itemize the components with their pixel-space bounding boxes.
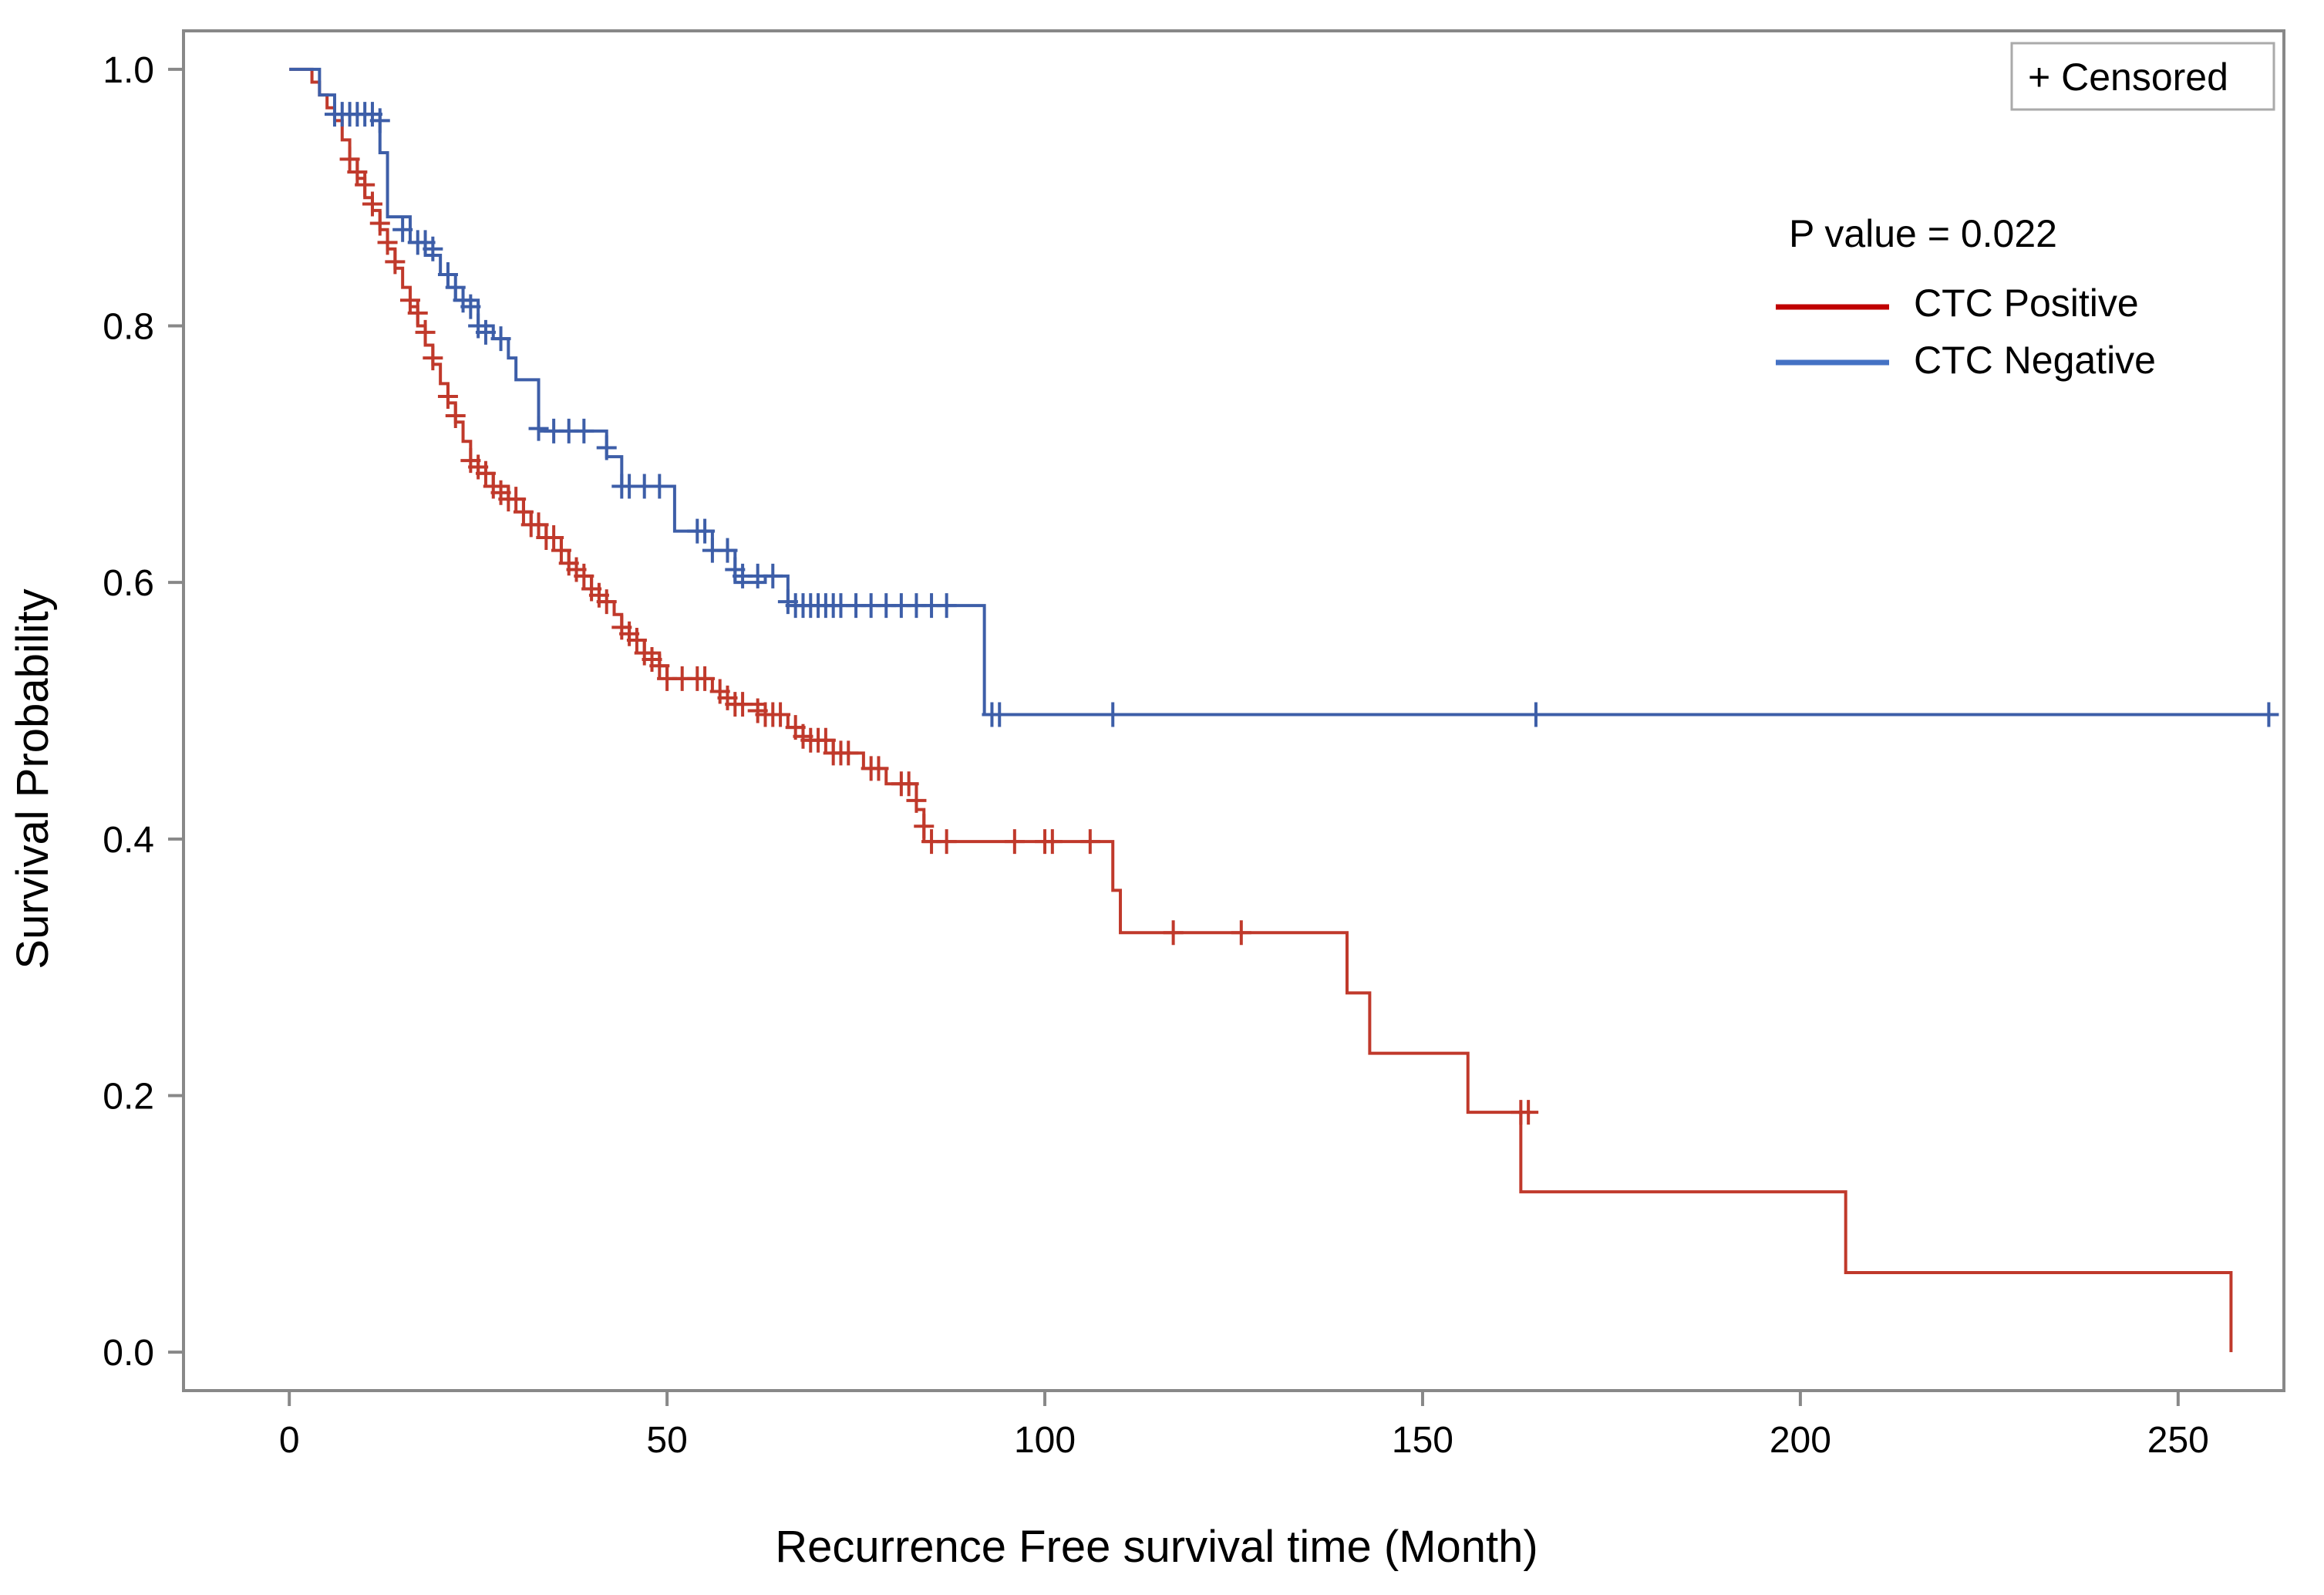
censor-mark-ctc-negative	[1525, 702, 1546, 727]
censor-mark-ctc-negative	[445, 275, 466, 300]
axis-ticks: 0 50 100 150 200 250 0.0 0.2 0.4 0.6 0.8 1.0	[103, 50, 2209, 1461]
series-legend: CTC Positive CTC Negative	[1776, 282, 2156, 382]
censor-mark-ctc-positive	[362, 191, 382, 217]
x-tick-label: 250	[2147, 1420, 2209, 1461]
censor-mark-ctc-positive	[733, 692, 753, 717]
censored-legend: + Censored	[2010, 42, 2275, 111]
plot-frame	[182, 29, 2285, 1392]
censor-mark-ctc-positive	[1004, 829, 1025, 855]
censor-mark-ctc-negative	[695, 518, 716, 544]
x-tick-label: 0	[279, 1420, 300, 1461]
censor-mark-ctc-positive	[339, 147, 360, 172]
censor-mark-ctc-positive	[437, 384, 458, 410]
censor-mark-ctc-positive	[1042, 829, 1063, 855]
y-tick-label: 1.0	[103, 50, 154, 91]
censor-mark-ctc-positive	[770, 702, 791, 727]
censor-mark-ctc-negative	[574, 418, 594, 443]
censor-mark-ctc-positive	[1163, 920, 1184, 946]
x-tick-label: 200	[1770, 1420, 1831, 1461]
censor-mark-ctc-negative	[423, 236, 443, 261]
p-value-annotation: P value = 0.022	[1789, 212, 2057, 255]
censor-mark-ctc-positive	[544, 524, 564, 550]
censor-mark-ctc-positive	[898, 771, 919, 797]
censor-mark-ctc-negative	[989, 702, 1010, 727]
censor-mark-ctc-negative	[1103, 702, 1123, 727]
censor-mark-ctc-positive	[399, 288, 420, 313]
legend-label-ctc-positive: CTC Positive	[1914, 282, 2139, 325]
x-tick-label: 100	[1014, 1420, 1076, 1461]
censor-mark-ctc-positive	[415, 319, 436, 345]
censored-legend-label: + Censored	[2028, 56, 2228, 99]
censor-mark-ctc-positive	[355, 172, 376, 197]
censor-mark-ctc-positive	[1518, 1100, 1539, 1125]
censor-mark-ctc-negative	[596, 435, 617, 460]
censor-mark-ctc-negative	[490, 326, 511, 352]
censor-mark-ctc-positive	[868, 756, 889, 781]
censor-mark-ctc-positive	[1231, 920, 1251, 946]
censor-mark-ctc-negative	[475, 319, 496, 345]
censor-mark-ctc-negative	[936, 593, 957, 619]
censored-legend-box	[2010, 42, 2275, 111]
censor-mark-ctc-positive	[377, 230, 398, 255]
censor-mark-ctc-positive	[1079, 829, 1100, 855]
censor-mark-ctc-positive	[838, 740, 859, 766]
y-tick-label: 0.6	[103, 563, 154, 604]
censor-mark-ctc-negative	[460, 294, 481, 319]
censor-mark-ctc-positive	[407, 300, 428, 325]
censor-mark-ctc-positive	[695, 666, 716, 691]
series-group	[289, 67, 2279, 1353]
censor-mark-ctc-negative	[763, 563, 783, 588]
y-tick-label: 0.8	[103, 307, 154, 348]
censor-mark-ctc-positive	[475, 460, 496, 486]
x-axis-title: Recurrence Free survival time (Month)	[775, 1522, 1538, 1572]
y-axis-title: Survival Probability	[8, 588, 58, 969]
censor-mark-ctc-negative	[717, 538, 738, 563]
legend-label-ctc-negative: CTC Negative	[1914, 339, 2156, 382]
censor-mark-ctc-positive	[347, 159, 368, 184]
censor-mark-ctc-positive	[649, 653, 670, 679]
censor-mark-ctc-positive	[445, 403, 466, 428]
censor-mark-ctc-positive	[506, 487, 527, 512]
censor-mark-ctc-positive	[385, 249, 406, 275]
censor-mark-ctc-negative	[528, 416, 549, 441]
censor-mark-ctc-negative	[2258, 702, 2279, 727]
y-tick-label: 0.0	[103, 1333, 154, 1374]
x-tick-label: 150	[1392, 1420, 1453, 1461]
censor-mark-ctc-positive	[936, 829, 957, 855]
censor-mark-ctc-positive	[513, 499, 534, 524]
censor-mark-ctc-positive	[574, 563, 594, 588]
censor-mark-ctc-positive	[815, 727, 836, 753]
censor-mark-ctc-negative	[437, 262, 458, 288]
censor-mark-ctc-positive	[423, 346, 443, 371]
censor-mark-ctc-negative	[392, 217, 413, 242]
censor-mark-ctc-positive	[626, 628, 647, 653]
x-tick-label: 50	[646, 1420, 687, 1461]
censor-mark-ctc-positive	[551, 538, 571, 563]
censor-mark-ctc-positive	[369, 211, 390, 236]
censor-mark-ctc-positive	[528, 512, 549, 538]
y-tick-label: 0.2	[103, 1076, 154, 1117]
censor-mark-ctc-positive	[596, 589, 617, 615]
censor-mark-ctc-negative	[649, 474, 670, 499]
censor-mark-ctc-negative	[369, 108, 390, 133]
censor-mark-ctc-positive	[906, 787, 927, 813]
censor-mark-ctc-positive	[914, 814, 935, 839]
y-tick-label: 0.4	[103, 820, 154, 861]
